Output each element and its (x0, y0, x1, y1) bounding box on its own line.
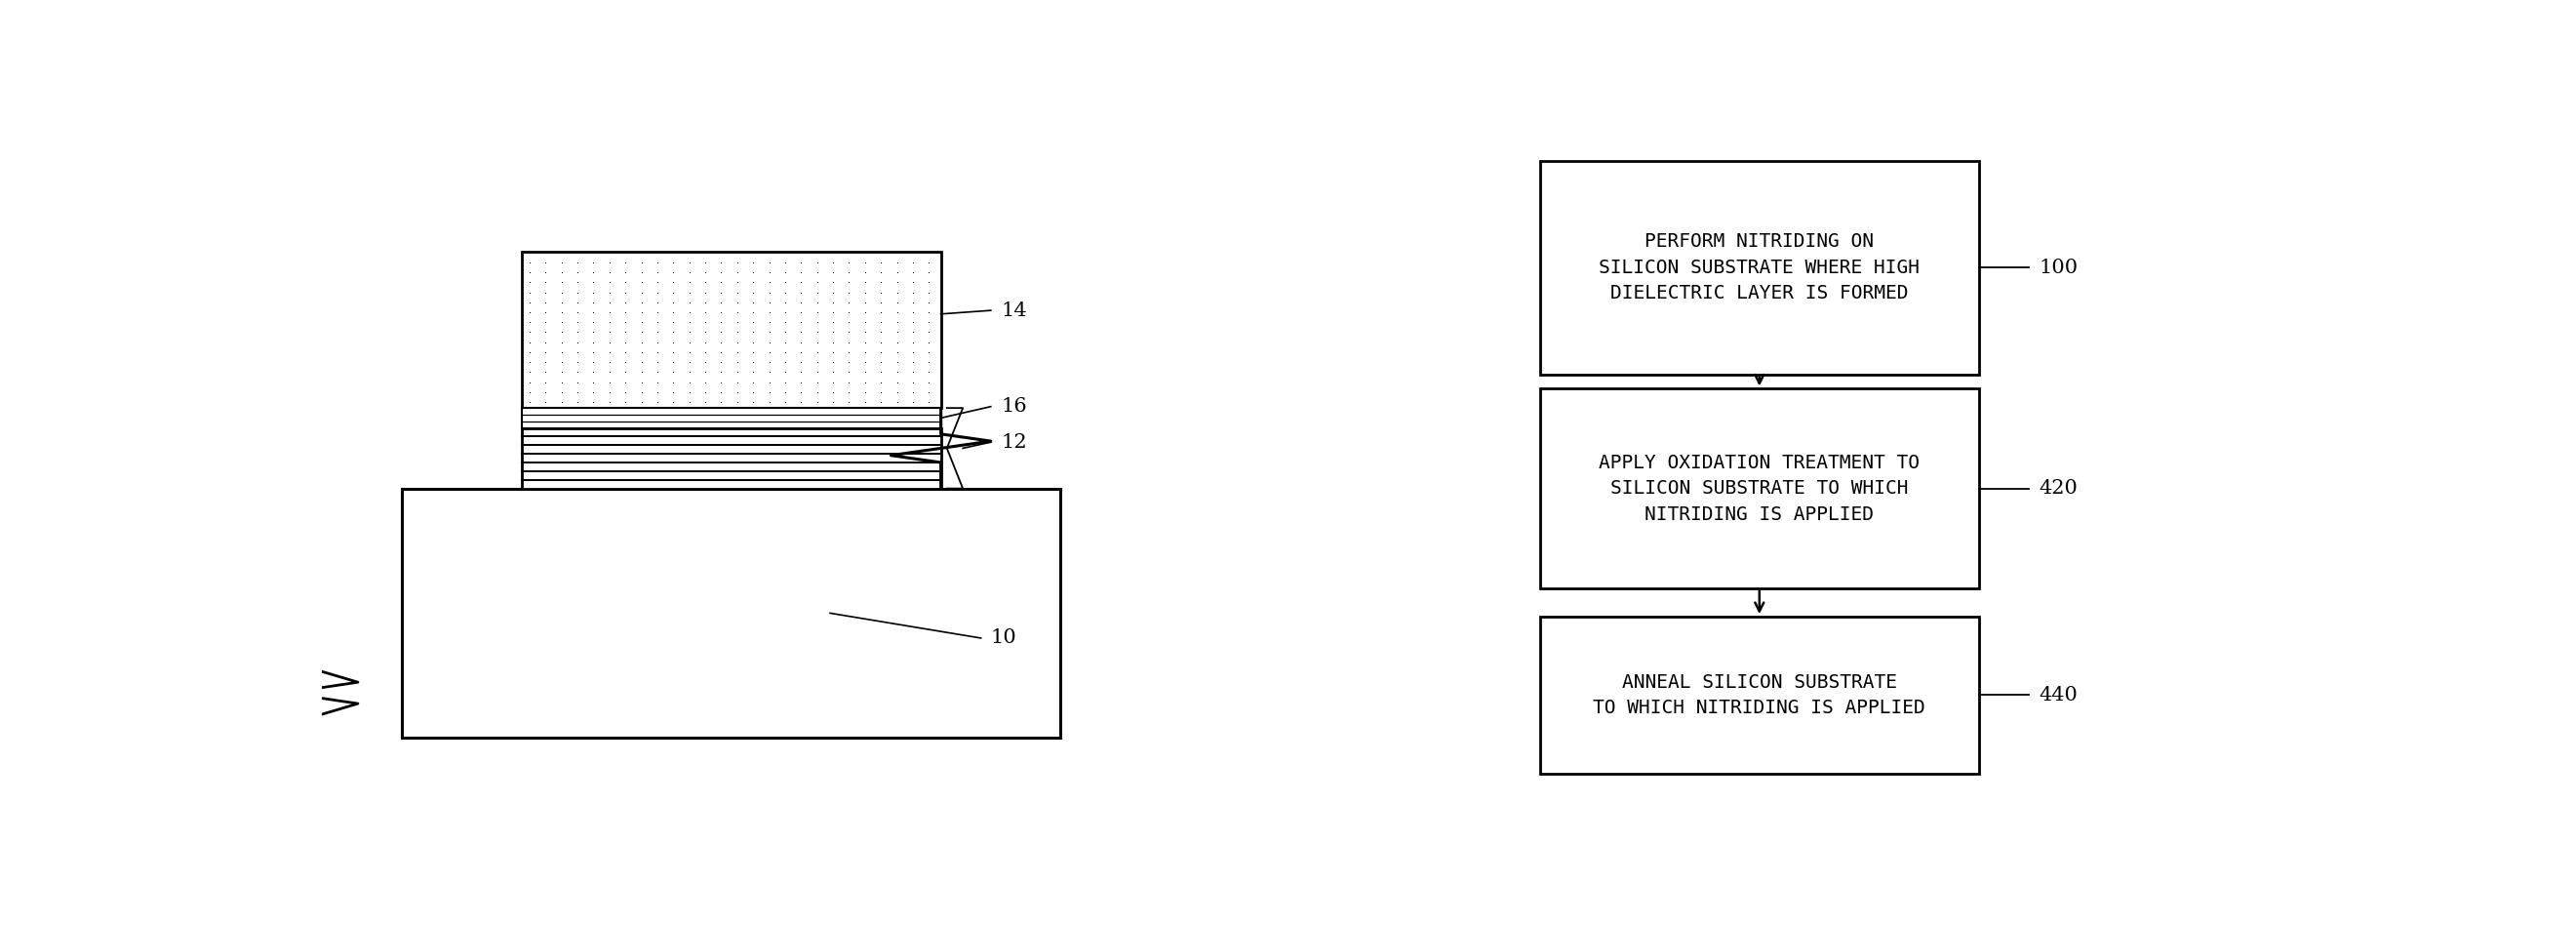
Bar (1540, 388, 1978, 588)
Text: 12: 12 (999, 433, 1028, 451)
Text: 100: 100 (2038, 258, 2079, 277)
Bar (1540, 161, 1978, 375)
Bar (402, 488, 1061, 738)
Text: 16: 16 (999, 398, 1028, 416)
Text: 10: 10 (992, 629, 1018, 648)
Bar (520, 252, 940, 408)
Bar (520, 408, 940, 428)
Text: APPLY OXIDATION TREATMENT TO
SILICON SUBSTRATE TO WHICH
NITRIDING IS APPLIED: APPLY OXIDATION TREATMENT TO SILICON SUB… (1600, 453, 1919, 524)
Text: ANNEAL SILICON SUBSTRATE
TO WHICH NITRIDING IS APPLIED: ANNEAL SILICON SUBSTRATE TO WHICH NITRID… (1592, 672, 1927, 717)
Text: PERFORM NITRIDING ON
SILICON SUBSTRATE WHERE HIGH
DIELECTRIC LAYER IS FORMED: PERFORM NITRIDING ON SILICON SUBSTRATE W… (1600, 232, 1919, 302)
Text: 440: 440 (2038, 685, 2079, 704)
Bar (1540, 617, 1978, 773)
Text: 14: 14 (999, 302, 1028, 320)
Bar (520, 428, 940, 488)
Text: 420: 420 (2038, 479, 2079, 498)
